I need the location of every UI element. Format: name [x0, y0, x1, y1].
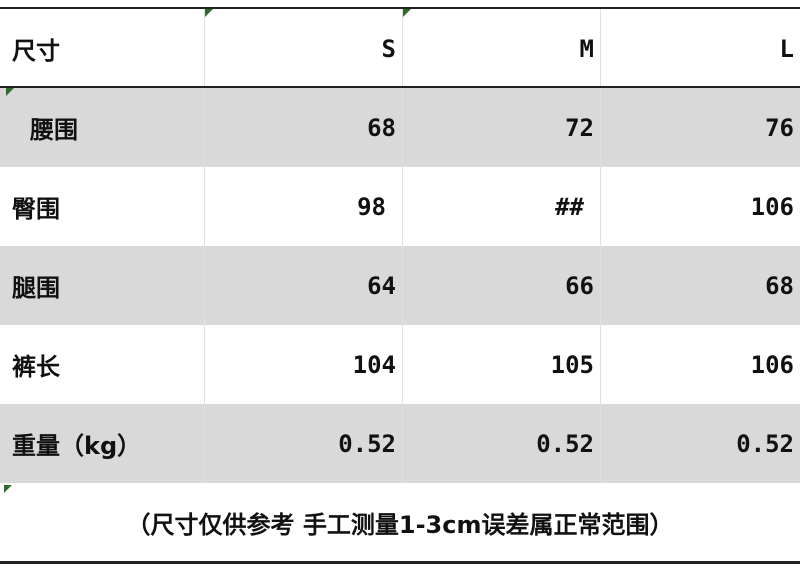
- table-row: 腰围 68 72 76: [0, 88, 800, 167]
- footnote[interactable]: （尺寸仅供参考 手工测量1-3cm误差属正常范围）: [126, 511, 674, 539]
- cell[interactable]: 64: [205, 246, 403, 325]
- top-border: [0, 7, 800, 9]
- cell[interactable]: 0.52: [736, 429, 794, 458]
- cell[interactable]: 106: [750, 192, 794, 221]
- row-label[interactable]: 重量（kg）: [0, 404, 205, 483]
- cell-marker-icon: [205, 9, 213, 17]
- table-row: 重量（kg） 0.52 0.52 0.52: [0, 404, 800, 483]
- row-label[interactable]: 腰围: [0, 88, 205, 167]
- header-divider: [0, 86, 800, 88]
- header-s[interactable]: S: [205, 9, 403, 88]
- bottom-border: [0, 561, 800, 564]
- cell-marker-icon: [4, 485, 12, 493]
- cell[interactable]: 66: [403, 246, 601, 325]
- cell[interactable]: 0.52: [403, 404, 601, 483]
- cell-marker-icon: [6, 88, 14, 96]
- header-size[interactable]: 尺寸: [0, 9, 205, 88]
- cell[interactable]: 68: [765, 271, 794, 300]
- cell[interactable]: 98: [205, 167, 403, 246]
- cell[interactable]: 76: [765, 113, 794, 142]
- row-label[interactable]: 腿围: [0, 246, 205, 325]
- header-row: 尺寸 S M L: [0, 9, 800, 88]
- cell[interactable]: 72: [403, 88, 601, 167]
- row-label[interactable]: 裤长: [0, 325, 205, 404]
- cell[interactable]: 104: [205, 325, 403, 404]
- header-m[interactable]: M: [403, 9, 601, 88]
- cell[interactable]: 106: [750, 350, 794, 379]
- cell-marker-icon: [403, 9, 411, 17]
- table-row: 裤长 104 105 106: [0, 325, 800, 404]
- table-row: 臀围 98 ## 106: [0, 167, 800, 246]
- row-label[interactable]: 臀围: [0, 167, 205, 246]
- cell[interactable]: 0.52: [205, 404, 403, 483]
- cell[interactable]: 68: [205, 88, 403, 167]
- cell[interactable]: 105: [403, 325, 601, 404]
- table-row: 腿围 64 66 68: [0, 246, 800, 325]
- cell[interactable]: ##: [403, 167, 601, 246]
- header-l[interactable]: L: [779, 34, 794, 63]
